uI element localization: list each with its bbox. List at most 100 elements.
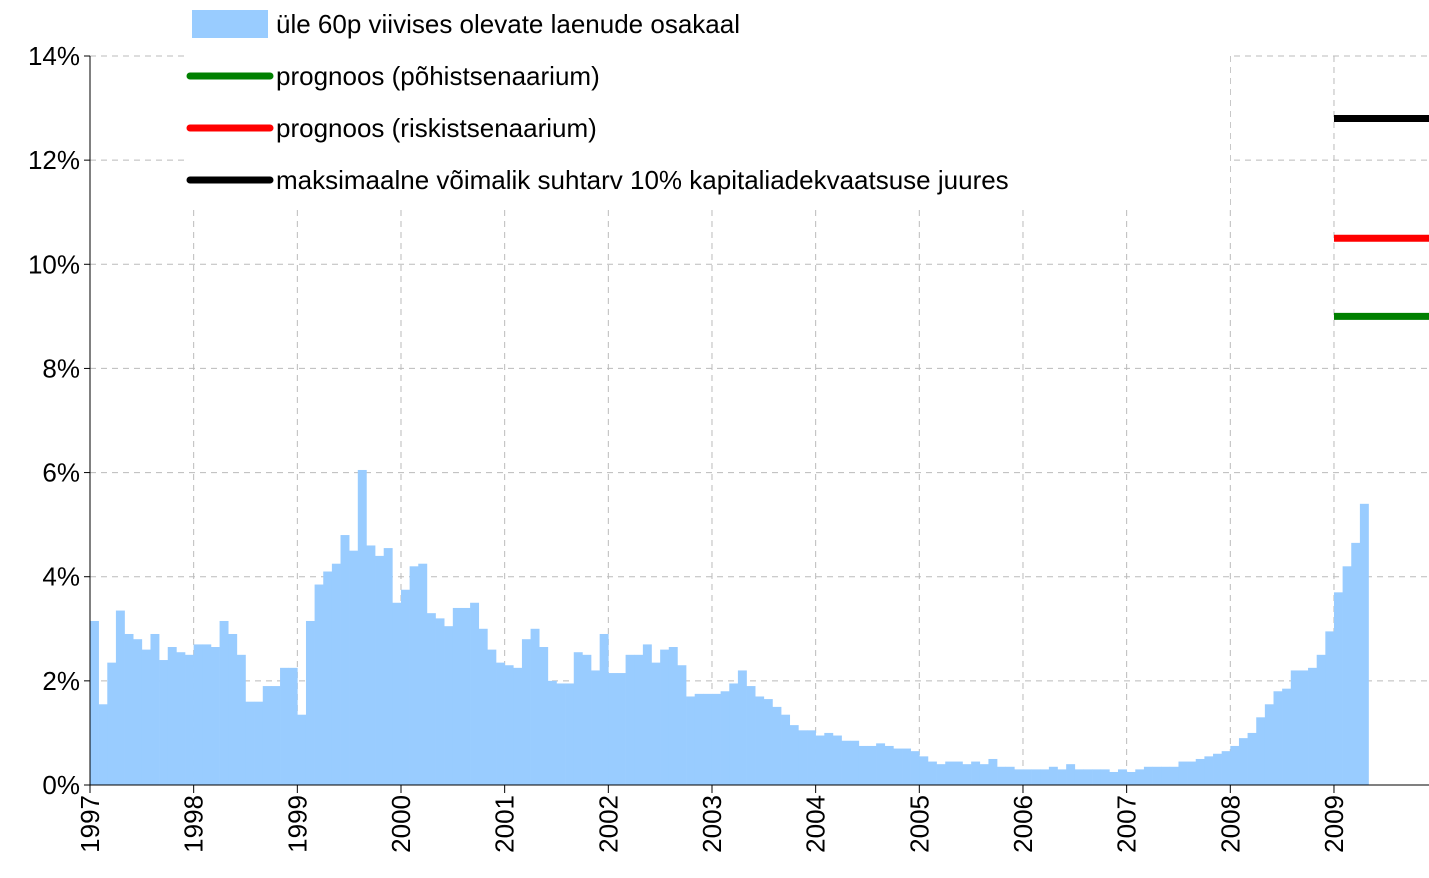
bar	[98, 704, 108, 785]
legend-label: prognoos (põhistsenaarium)	[276, 61, 600, 91]
x-tick-label: 2006	[1008, 795, 1038, 853]
bar	[893, 748, 903, 785]
bar	[1221, 751, 1231, 785]
bar	[642, 644, 652, 785]
bar	[1359, 503, 1369, 785]
x-tick-label: 2009	[1319, 795, 1349, 853]
bar	[815, 735, 825, 785]
bar	[651, 662, 661, 785]
y-tick-label: 6%	[42, 458, 80, 488]
legend-bg	[185, 0, 1230, 205]
bar	[185, 654, 194, 785]
bar	[858, 745, 868, 785]
bar	[90, 620, 99, 785]
bar	[1066, 764, 1076, 785]
bar	[556, 683, 566, 785]
bar	[539, 647, 549, 785]
bar	[1152, 766, 1162, 785]
bar	[677, 665, 687, 785]
bar	[902, 748, 911, 785]
bar	[919, 756, 929, 785]
bar	[210, 647, 220, 785]
y-tick-label: 0%	[42, 770, 80, 800]
x-tick-label: 2005	[904, 795, 934, 853]
bar	[444, 626, 454, 785]
y-tick-label: 2%	[42, 666, 80, 696]
bar	[927, 761, 937, 785]
bar	[1031, 769, 1041, 785]
bar	[349, 550, 359, 785]
bar	[582, 654, 592, 785]
bar	[634, 654, 644, 785]
bar	[435, 618, 445, 785]
bar	[314, 584, 324, 785]
bar	[962, 764, 972, 785]
bar	[470, 602, 480, 785]
bar	[547, 680, 557, 785]
bar	[936, 764, 946, 785]
bar	[400, 589, 410, 785]
bar	[953, 761, 963, 785]
legend-label: maksimaalne võimalik suhtarv 10% kapital…	[276, 165, 1009, 195]
bar	[228, 633, 238, 785]
bar	[141, 649, 151, 785]
bar	[297, 714, 307, 785]
bar	[668, 647, 678, 785]
bar	[504, 665, 514, 785]
bar	[159, 660, 169, 785]
bar	[1022, 769, 1032, 785]
bar	[115, 610, 125, 785]
bar	[608, 673, 618, 785]
bar	[1325, 631, 1335, 785]
bar	[1333, 592, 1343, 785]
bar	[487, 649, 497, 785]
bar	[1143, 766, 1153, 785]
bar	[133, 639, 143, 785]
bar	[1169, 766, 1179, 785]
bar	[616, 673, 626, 785]
bar	[746, 686, 756, 785]
bar	[711, 693, 721, 785]
bar	[1135, 769, 1145, 785]
bar	[366, 545, 376, 785]
bar	[1040, 769, 1050, 785]
legend-label: üle 60p viivises olevate laenude osakaal	[276, 9, 740, 39]
bar	[841, 740, 851, 785]
bar	[997, 766, 1007, 785]
bar	[1299, 670, 1309, 785]
bar	[1005, 766, 1015, 785]
bar	[521, 639, 531, 785]
bar	[1204, 756, 1214, 785]
bar	[452, 607, 462, 785]
bar	[772, 706, 782, 785]
bar	[245, 701, 255, 785]
bar	[1187, 761, 1197, 785]
bar	[461, 607, 471, 785]
bar	[1100, 769, 1110, 785]
bar	[478, 628, 488, 785]
bar	[1308, 667, 1317, 785]
bar	[340, 535, 350, 785]
x-tick-label: 2001	[490, 795, 520, 853]
bar	[988, 758, 998, 785]
bar	[1195, 758, 1205, 785]
bar	[375, 555, 385, 785]
bar	[331, 563, 341, 785]
bar	[392, 602, 402, 785]
bar	[867, 745, 877, 785]
bar	[1083, 769, 1093, 785]
bar	[832, 735, 842, 785]
bar	[124, 633, 134, 785]
legend-swatch	[192, 10, 268, 38]
bar	[798, 730, 808, 785]
bar	[599, 633, 609, 785]
bar	[1048, 766, 1058, 785]
legend-label: prognoos (riskistsenaarium)	[276, 113, 597, 143]
bar	[383, 548, 393, 785]
bar	[305, 620, 315, 785]
y-tick-label: 8%	[42, 353, 80, 383]
bar	[1178, 761, 1188, 785]
bar	[409, 566, 419, 785]
x-tick-label: 1999	[282, 795, 312, 853]
